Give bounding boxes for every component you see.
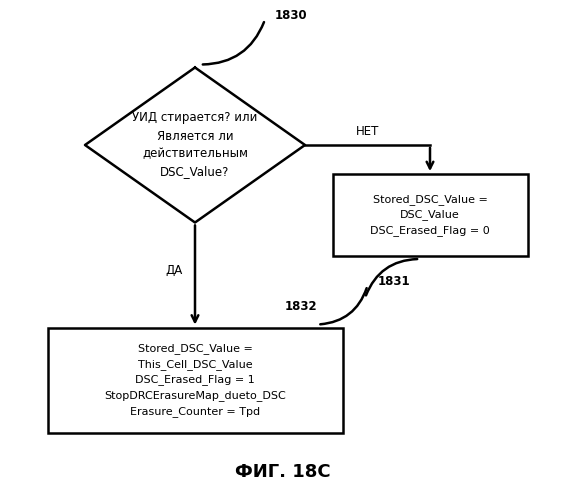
Bar [48, 328, 342, 432]
Text: УИД стирается? или
Является ли
действительным
DSC_Value?: УИД стирается? или Является ли действите… [132, 112, 258, 178]
Text: ФИГ. 18С: ФИГ. 18С [235, 463, 331, 481]
Text: Stored_DSC_Value =
DSC_Value
DSC_Erased_Flag = 0: Stored_DSC_Value = DSC_Value DSC_Erased_… [370, 194, 490, 236]
Text: 1830: 1830 [275, 9, 308, 22]
Text: ДА: ДА [166, 264, 183, 276]
Bar [332, 174, 528, 256]
Text: Stored_DSC_Value =
This_Cell_DSC_Value
DSC_Erased_Flag = 1
StopDRCErasureMap_due: Stored_DSC_Value = This_Cell_DSC_Value D… [104, 343, 286, 417]
Text: 1832: 1832 [285, 300, 318, 312]
Text: НЕТ: НЕТ [356, 125, 379, 138]
Text: 1831: 1831 [378, 275, 410, 288]
